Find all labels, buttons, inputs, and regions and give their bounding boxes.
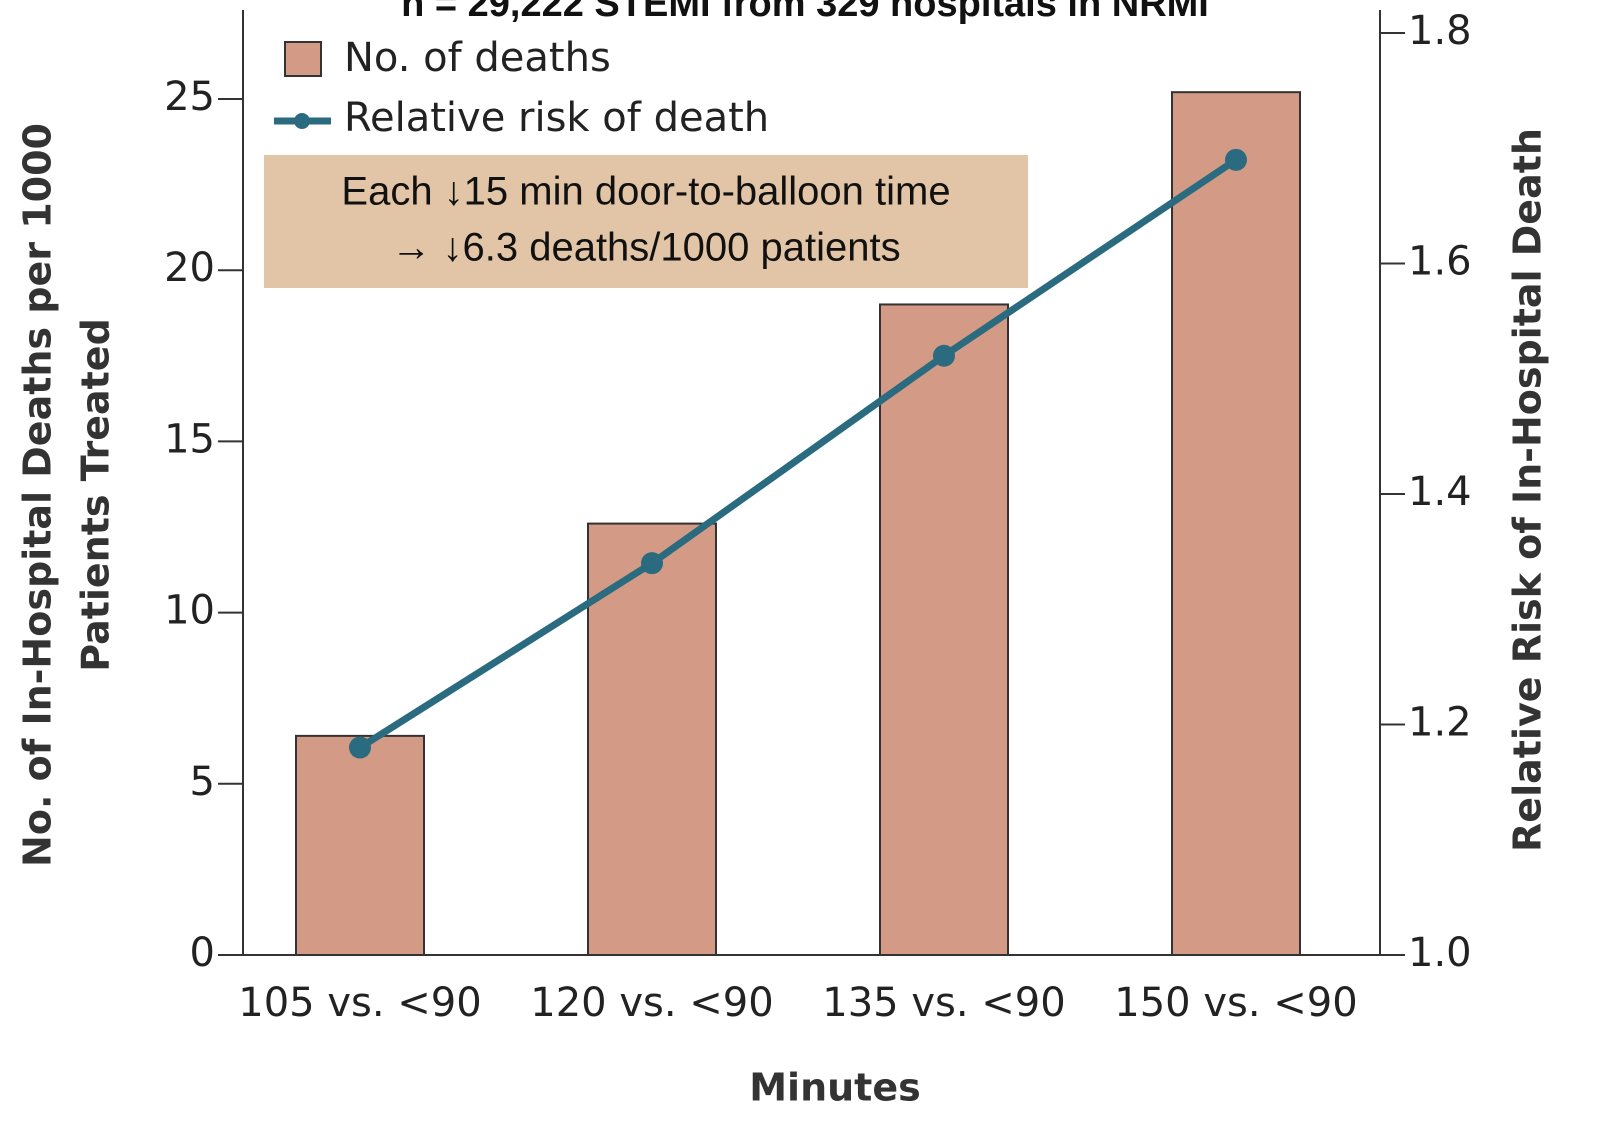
chart-title: n = 29,222 STEMI from 329 hospitals in N… (401, 0, 1209, 25)
y-tick-label: 15 (164, 416, 215, 462)
annotation-box (264, 155, 1028, 288)
point (641, 552, 663, 575)
y2-tick-label: 1.4 (1408, 469, 1472, 515)
bar (587, 522, 717, 957)
y-tick-label: 20 (164, 245, 215, 291)
y2-tick-label: 1.8 (1408, 8, 1472, 54)
y2-axis-label: Relative Risk of In-Hospital Death (1506, 128, 1550, 852)
x-tick-label: 120 vs. <90 (530, 980, 773, 1026)
y-axis-label: Patients Treated (74, 318, 118, 672)
y2-tick-label: 1.2 (1408, 700, 1472, 746)
y-tick-label: 5 (190, 759, 215, 805)
legend-swatch (294, 113, 310, 129)
point (933, 344, 955, 367)
y-tick-label: 10 (164, 588, 215, 634)
bar (295, 734, 425, 956)
x-tick-label: 150 vs. <90 (1114, 980, 1357, 1026)
y-axis-label: No. of In-Hospital Deaths per 1000 (16, 123, 60, 867)
annotation: → ↓6.3 deaths/1000 patients (391, 226, 900, 270)
y2-tick-label: 1.6 (1408, 239, 1472, 285)
x-axis-label: Minutes (749, 1066, 921, 1110)
y-tick-label: 25 (164, 74, 215, 120)
x-tick-label: 105 vs. <90 (238, 980, 481, 1026)
y-tick-label: 0 (190, 930, 215, 976)
legend-label: No. of deaths (344, 35, 611, 81)
line (358, 156, 1238, 751)
bar (1171, 91, 1301, 957)
legend-swatch (284, 41, 322, 77)
point (349, 736, 371, 759)
x-tick-label: 135 vs. <90 (822, 980, 1065, 1026)
bar (879, 303, 1009, 956)
y2-tick-label: 1.0 (1408, 930, 1472, 976)
annotation: Each ↓15 min door-to-balloon time (341, 170, 950, 214)
legend-label: Relative risk of death (344, 95, 769, 141)
point (1225, 148, 1247, 171)
